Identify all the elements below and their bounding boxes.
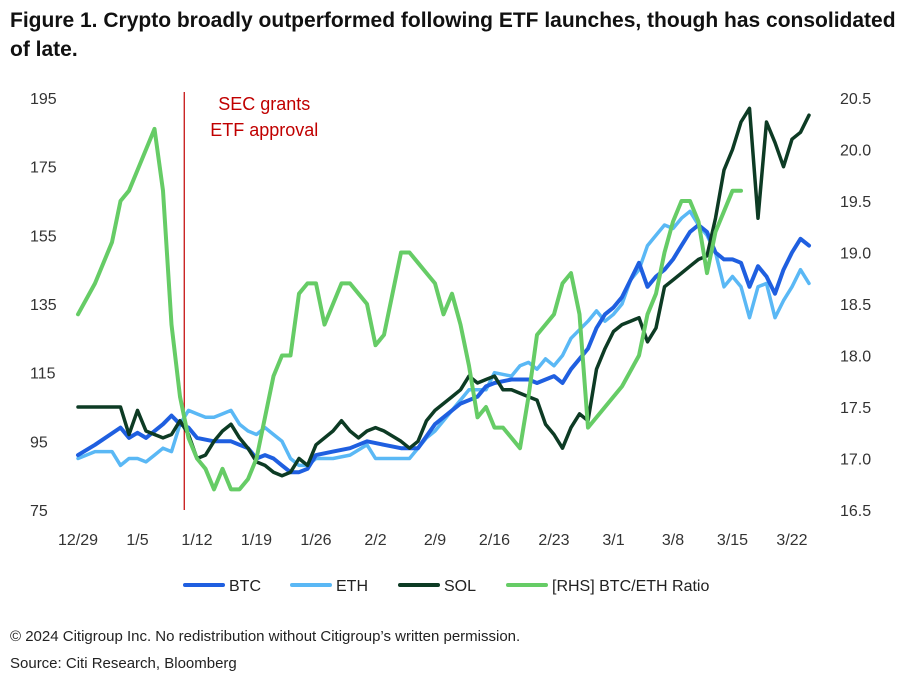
right-tick-label: 19.0 xyxy=(840,246,871,263)
right-axis: 16.5 17.0 17.5 18.0 18.5 19.0 19.5 20.0 20.5 xyxy=(840,91,871,520)
x-tick-label: 1/26 xyxy=(300,532,331,549)
right-tick-label: 19.5 xyxy=(840,194,871,211)
series-line-rhs-btc-eth-ratio xyxy=(76,126,743,492)
x-tick-label: 12/29 xyxy=(58,532,98,549)
x-tick-label: 2/9 xyxy=(424,532,446,549)
copyright-note: © 2024 Citigroup Inc. No redistribution … xyxy=(10,628,521,645)
x-tick-label: 2/2 xyxy=(364,532,386,549)
left-tick-label: 95 xyxy=(30,434,48,451)
left-tick-label: 75 xyxy=(30,503,48,520)
etf-approval-annotation: SEC grants ETF approval xyxy=(183,92,318,510)
series-line-btc xyxy=(76,223,811,475)
right-tick-label: 18.5 xyxy=(840,297,871,314)
x-tick-label: 2/23 xyxy=(538,532,569,549)
legend: BTC ETH SOL [RHS] BTC/ETH Ratio xyxy=(183,578,709,595)
chart-title: Figure 1. Crypto broadly outperformed fo… xyxy=(10,9,896,61)
x-tick-label: 3/22 xyxy=(776,532,807,549)
legend-label: SOL xyxy=(444,578,476,595)
left-tick-label: 115 xyxy=(30,366,56,383)
left-tick-label: 195 xyxy=(30,91,57,108)
annotation-label: SEC grants xyxy=(218,94,310,114)
right-tick-label: 20.5 xyxy=(840,91,871,108)
left-tick-label: 135 xyxy=(30,297,57,314)
x-tick-label: 1/5 xyxy=(126,532,148,549)
right-tick-label: 16.5 xyxy=(840,503,871,520)
left-tick-label: 155 xyxy=(30,228,57,245)
source-note: Source: Citi Research, Bloomberg xyxy=(10,655,237,672)
line-chart: 75 95 115 135 155 175 195 16.5 17.0 17.5 18.0 18.5… xyxy=(30,91,871,595)
right-tick-label: 17.5 xyxy=(840,400,871,417)
left-tick-label: 175 xyxy=(30,160,57,177)
x-tick-label: 2/16 xyxy=(479,532,510,549)
x-axis: 12/29 1/5 1/12 1/19 1/26 2/2 2/9 2/16 2/23 3/1 3/8… xyxy=(58,532,808,549)
x-tick-label: 3/15 xyxy=(717,532,748,549)
legend-label: ETH xyxy=(336,578,368,595)
right-tick-label: 17.0 xyxy=(840,452,871,469)
series-lines xyxy=(76,106,811,492)
right-tick-label: 20.0 xyxy=(840,143,871,160)
legend-label: [RHS] BTC/ETH Ratio xyxy=(552,578,709,595)
x-tick-label: 1/19 xyxy=(241,532,272,549)
annotation-label: ETF approval xyxy=(210,120,318,140)
x-tick-label: 1/12 xyxy=(181,532,212,549)
right-tick-label: 18.0 xyxy=(840,349,871,366)
legend-label: BTC xyxy=(229,578,261,595)
x-tick-label: 3/8 xyxy=(662,532,684,549)
left-axis: 75 95 115 135 155 175 195 xyxy=(30,91,57,520)
x-tick-label: 3/1 xyxy=(602,532,624,549)
